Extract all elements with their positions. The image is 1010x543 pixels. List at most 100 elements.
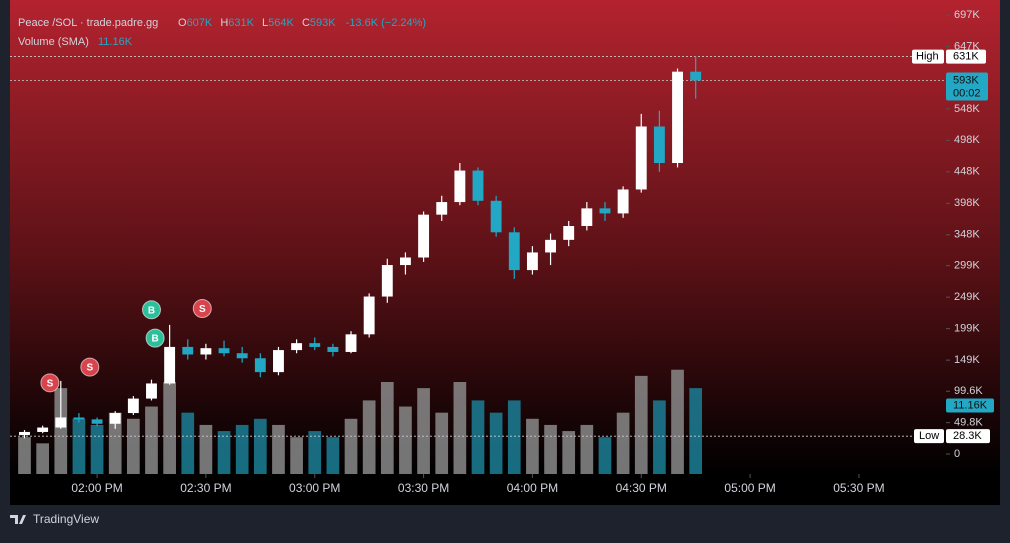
y-tick-label: 99.6K <box>954 385 983 397</box>
y-tick-label: 299K <box>954 260 980 272</box>
candle-body <box>599 208 611 214</box>
y-tick-label: 149K <box>954 354 980 366</box>
last-price: 593K <box>953 74 979 86</box>
candle-body <box>672 71 683 164</box>
h-value: 631K <box>228 17 254 29</box>
candle-body <box>490 200 502 233</box>
volume-bar <box>108 412 122 474</box>
candle-body <box>327 346 339 352</box>
volume-bar <box>308 431 322 474</box>
y-tick-label: 0 <box>954 448 960 460</box>
trade-marker <box>40 373 60 393</box>
candle-body <box>617 189 629 214</box>
y-tick-label: 448K <box>954 166 980 178</box>
candle-body <box>363 296 375 335</box>
time-axis <box>10 474 1000 505</box>
volume-bar <box>54 388 68 474</box>
y-tick-label: 249K <box>954 291 980 303</box>
candle-body <box>73 417 85 420</box>
volume-bar <box>598 437 612 474</box>
o-key: O <box>178 17 187 29</box>
candle-body <box>381 265 393 297</box>
candle-body <box>508 232 520 271</box>
volume-bar <box>634 375 648 474</box>
last-price-box <box>946 72 988 101</box>
candle-body <box>526 252 538 271</box>
plot <box>10 14 950 478</box>
y-tick-label: 398K <box>954 197 980 209</box>
trade-marker <box>141 300 161 320</box>
trade-side: S <box>199 304 206 315</box>
trade-marker <box>192 299 212 319</box>
candle-body <box>146 383 157 399</box>
candle-body <box>200 348 212 355</box>
x-tick-label: 02:30 PM <box>180 481 231 495</box>
candle-body <box>418 214 430 258</box>
y-tick-label: 49.8K <box>954 417 983 429</box>
volume-bar <box>127 418 140 474</box>
x-tick-label: 04:00 PM <box>507 481 558 495</box>
l-key: L <box>262 17 268 29</box>
y-tick-label: 647K <box>954 40 980 52</box>
candle-body <box>127 398 139 414</box>
c-key: C <box>302 17 310 29</box>
candle-body <box>109 413 121 424</box>
low-value-box <box>946 429 990 444</box>
trade-side: S <box>47 378 54 389</box>
volume-bar <box>163 382 176 474</box>
volume-bar <box>471 400 485 474</box>
candle-body <box>182 346 194 355</box>
candle-body <box>164 346 176 384</box>
y-tick-label: 498K <box>954 134 980 146</box>
y-tick-label: 697K <box>954 9 980 21</box>
trade-side: B <box>151 334 158 345</box>
trade-side: B <box>148 305 155 316</box>
volume-bar <box>326 437 340 474</box>
volume-value: 11.16K <box>98 36 133 48</box>
y-tick-label: 199K <box>954 323 980 335</box>
volume-bar <box>544 424 557 474</box>
h-key: H <box>220 17 228 29</box>
trade-side: S <box>86 363 93 374</box>
ohlc-legend: O607K H631K L564K C593K -13.6K (−2.24%) <box>178 17 426 29</box>
candle-body <box>55 417 67 428</box>
volume-bar <box>18 437 31 474</box>
plot-background <box>10 0 1000 474</box>
volume-bar <box>235 424 249 474</box>
change: -13.6K (−2.24%) <box>346 17 426 29</box>
x-tick-label: 05:00 PM <box>724 481 775 495</box>
volume-bar <box>362 400 376 474</box>
volume-bar <box>181 412 195 474</box>
volume-bar <box>616 412 630 474</box>
candle-body <box>454 170 466 203</box>
volume-bar <box>380 382 394 474</box>
x-tick-label: 05:30 PM <box>833 481 884 495</box>
trade-marker <box>80 357 100 377</box>
volume-title: Volume (SMA) <box>18 36 89 48</box>
volume-bar <box>580 424 594 474</box>
x-tick-label: 03:00 PM <box>289 481 340 495</box>
candle-body <box>218 348 230 354</box>
c-value: 593K <box>310 17 336 29</box>
high-key-box <box>912 49 944 64</box>
x-tick-label: 02:00 PM <box>71 481 122 495</box>
countdown: 00:02 <box>953 87 981 99</box>
volume-sma-box <box>946 398 994 413</box>
high-value-box <box>946 49 986 64</box>
volume-bar <box>526 418 539 474</box>
symbol: Peace /SOL · trade.padre.gg <box>18 17 158 29</box>
volume-bar <box>653 400 666 474</box>
candle-body <box>19 431 30 436</box>
volume-bar <box>272 424 285 474</box>
volume-bar <box>399 406 412 474</box>
volume-bar <box>489 412 503 474</box>
volume-bar <box>435 412 449 474</box>
candle-body <box>436 202 448 215</box>
y-tick-label: 348K <box>954 229 980 241</box>
candle-body <box>653 126 665 164</box>
candle-body <box>690 71 702 81</box>
volume-sma-value: 11.16K <box>953 399 988 411</box>
volume-bar <box>671 369 684 474</box>
l-value: 564K <box>268 17 294 29</box>
